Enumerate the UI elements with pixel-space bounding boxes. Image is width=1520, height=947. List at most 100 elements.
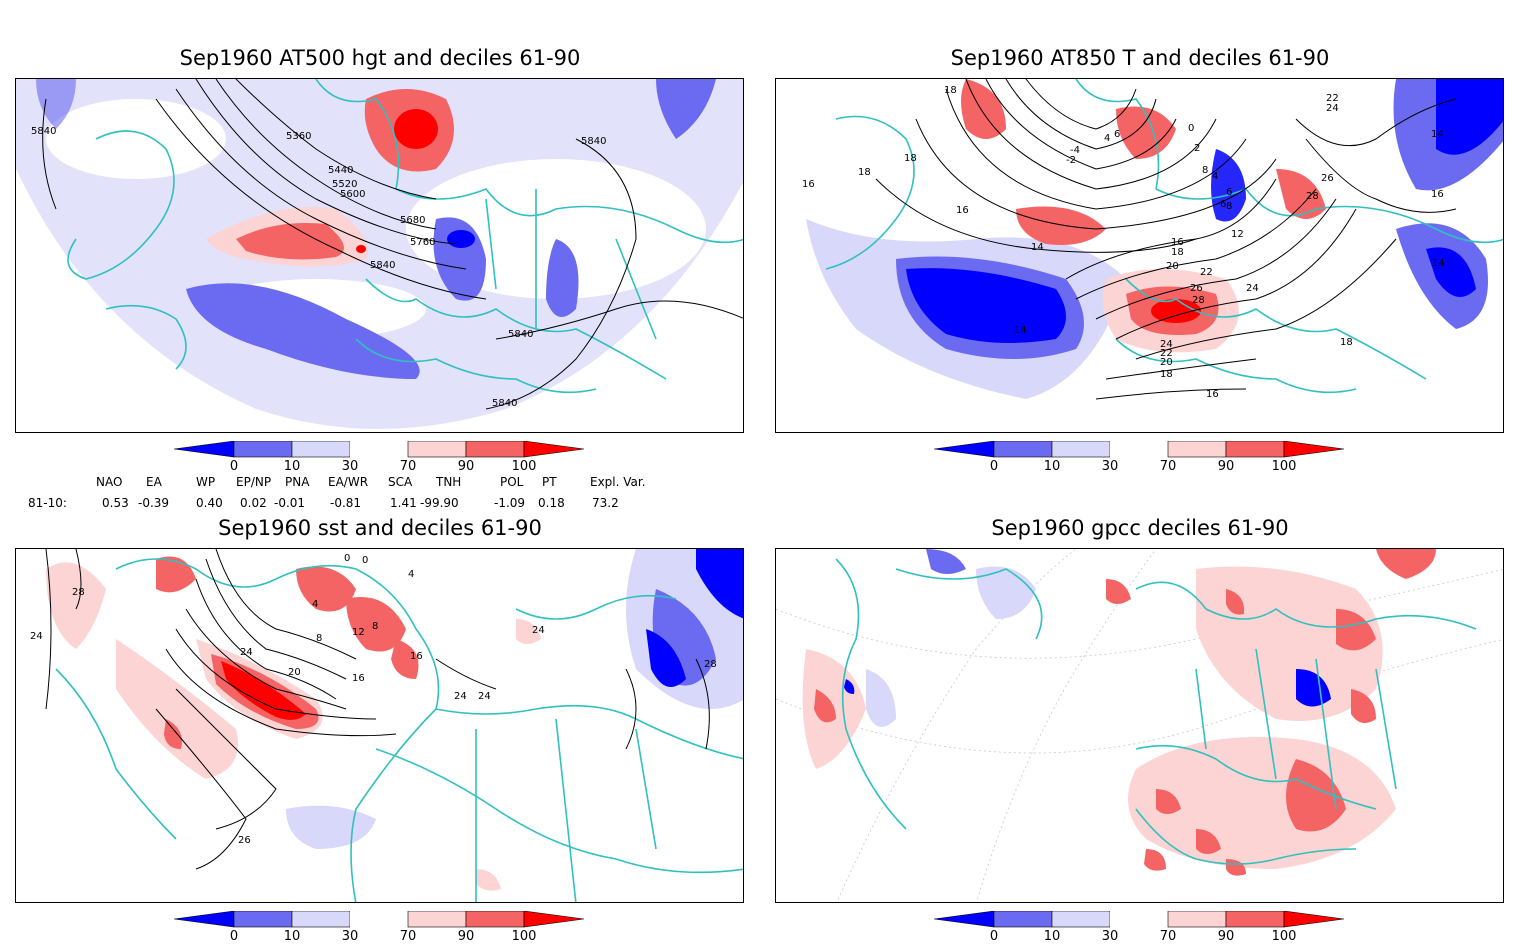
colorbar-tick: 70 — [399, 929, 417, 944]
contour-label: 5840 — [581, 136, 606, 147]
index-value: -0.81 — [330, 496, 362, 510]
contour-label: -4 — [1070, 145, 1080, 156]
colorbar-bottom-left: 0 10 30 70 90 100 — [174, 911, 594, 947]
index-name: NAO — [96, 475, 123, 489]
map-panel-t850: 18 18 18 16 16 14 14 16 18 20 22 24 26 2… — [775, 78, 1504, 433]
contour-label: 6 — [1226, 187, 1232, 198]
colorbar-tick: 10 — [1043, 929, 1061, 944]
colorbar-tick: 70 — [1159, 929, 1177, 944]
contour-label: 28 — [1306, 191, 1319, 202]
contour-label: 4 — [1104, 133, 1110, 144]
contour-label: 14 — [1031, 242, 1044, 253]
contour-label: 24 — [532, 625, 545, 636]
colorbar-tick: 90 — [457, 929, 475, 944]
contour-label: 18 — [944, 85, 957, 96]
index-value: -99.90 — [420, 496, 459, 510]
contour-label: 18 — [1171, 247, 1184, 258]
contour-label: 20 — [288, 667, 301, 678]
contour-label: 2 — [1194, 143, 1200, 154]
index-name: EP/NP — [236, 475, 272, 489]
index-name: EA/WR — [328, 475, 369, 489]
map-panel-hgt500: 5840 5360 5440 5520 5600 5680 5760 5840 … — [15, 78, 744, 433]
contour-label: 8 — [372, 621, 378, 632]
contour-label: 26 — [1190, 283, 1203, 294]
colorbar-tick: 30 — [1101, 459, 1119, 474]
colorbar-tick: 100 — [511, 929, 537, 944]
index-value: -0.01 — [274, 496, 306, 510]
contour-label: 5440 — [328, 165, 353, 176]
contour-label: 12 — [352, 627, 365, 638]
panel-title-gpcc: Sep1960 gpcc deciles 61-90 — [991, 516, 1289, 540]
contour-label: 18 — [904, 153, 917, 164]
contour-label: 16 — [802, 179, 815, 190]
index-name: PT — [542, 475, 557, 489]
colorbar-tick: 0 — [989, 929, 999, 944]
contour-label: 5600 — [340, 189, 365, 200]
panel-title-t850: Sep1960 AT850 T and deciles 61-90 — [950, 46, 1330, 70]
colorbar-tick: 100 — [1271, 459, 1297, 474]
index-value: 73.2 — [592, 496, 619, 510]
colorbar-tick: 90 — [1217, 459, 1235, 474]
index-value: 1.41 — [390, 496, 417, 510]
colorbar-tick: 0 — [229, 459, 239, 474]
contour-label: 12 — [1231, 229, 1244, 240]
contour-label: 24 — [1246, 283, 1259, 294]
contour-label: 28 — [704, 659, 717, 670]
contour-label: 22 — [1326, 93, 1339, 104]
contour-label: 0 — [344, 553, 350, 564]
colorbar-tick: 90 — [457, 459, 475, 474]
index-value: -0.39 — [138, 496, 170, 510]
contour-label: 16 — [410, 651, 423, 662]
contour-label: 8 — [1226, 201, 1232, 212]
index-name: WP — [196, 475, 216, 489]
colorbar-tick: 70 — [399, 459, 417, 474]
colorbar-tick: 10 — [1043, 459, 1061, 474]
contour-label: 22 — [1160, 348, 1173, 359]
index-name: TNH — [436, 475, 462, 489]
colorbar-tick: 30 — [1101, 929, 1119, 944]
contour-label: 16 — [956, 205, 969, 216]
colorbar-bottom-right: 0 10 30 70 90 100 — [934, 911, 1354, 947]
contour-label: 5360 — [286, 131, 311, 142]
colorbar-tick: 100 — [511, 459, 537, 474]
colorbar-tick: 0 — [229, 929, 239, 944]
colorbar-tick: 100 — [1271, 929, 1297, 944]
index-name: PNA — [285, 475, 310, 489]
colorbar-tick: 0 — [989, 459, 999, 474]
contour-label: 20 — [1166, 261, 1179, 272]
contour-label: 16 — [352, 673, 365, 684]
index-value: 0.40 — [196, 496, 223, 510]
contour-label: 4 — [1212, 171, 1218, 182]
contour-label: 5840 — [370, 260, 395, 271]
contour-label: 4 — [408, 569, 414, 580]
index-name: POL — [500, 475, 524, 489]
map-panel-sst: 28 24 24 20 16 12 8 8 4 0 16 24 24 24 26… — [15, 548, 744, 903]
contour-label: 24 — [240, 647, 253, 658]
contour-label: 20 — [1160, 357, 1173, 368]
panel-title-hgt500: Sep1960 AT500 hgt and deciles 61-90 — [179, 46, 581, 70]
contour-label: 6 — [1114, 129, 1120, 140]
contour-label: 8 — [316, 633, 322, 644]
contour-label: 5840 — [508, 329, 533, 340]
index-value: 0.18 — [538, 496, 565, 510]
contour-label: 16 — [1206, 389, 1219, 400]
contour-label: -2 — [1066, 155, 1076, 166]
contour-label: 4 — [312, 599, 318, 610]
contour-label: 24 — [1160, 339, 1173, 350]
colorbar-tick: 90 — [1217, 929, 1235, 944]
contour-label: 14 — [1014, 325, 1027, 336]
contour-label: 8 — [1202, 165, 1208, 176]
contour-label: 0 — [1188, 123, 1194, 134]
colorbar-top-left: 0 10 30 70 90 100 — [174, 441, 594, 477]
contour-label: 5840 — [492, 398, 517, 409]
colorbar-tick: 10 — [283, 929, 301, 944]
contour-label: 18 — [1340, 337, 1353, 348]
contour-label: 14 — [1431, 129, 1444, 140]
contour-label: 16 — [1171, 237, 1184, 248]
contour-label: 18 — [1160, 369, 1173, 380]
contour-label: 14 — [1432, 258, 1445, 269]
contour-label: 28 — [1192, 295, 1205, 306]
contour-label: 0 — [362, 555, 368, 566]
contour-label: 16 — [1431, 189, 1444, 200]
index-value: 0.02 — [240, 496, 267, 510]
